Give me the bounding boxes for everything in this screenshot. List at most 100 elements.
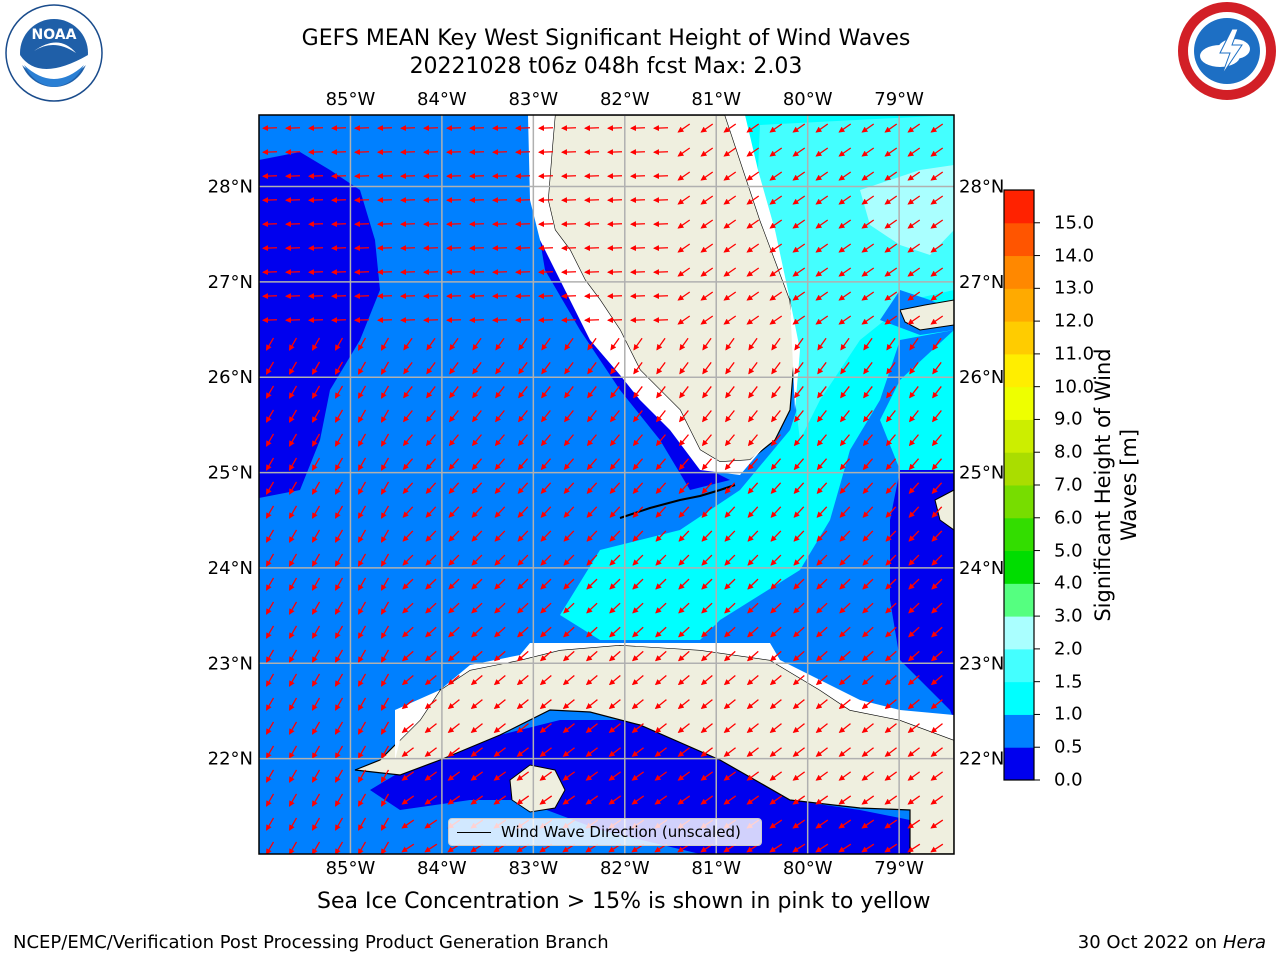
wind-wave-arrow [885, 506, 897, 518]
wind-wave-arrow [723, 147, 737, 157]
wind-wave-arrow [311, 793, 321, 807]
wind-wave-arrow [470, 771, 484, 781]
wind-wave-arrow [700, 674, 713, 686]
wind-wave-arrow [815, 147, 829, 157]
colorbar-tick-label: 6.0 [1054, 507, 1083, 529]
wind-wave-arrow [792, 747, 805, 757]
wind-wave-arrow [723, 171, 737, 181]
wind-wave-arrow [401, 795, 415, 805]
wind-wave-arrow [862, 602, 874, 614]
wind-wave-arrow [792, 650, 805, 662]
wind-wave-arrow [724, 602, 736, 614]
wind-wave-arrow [402, 506, 414, 518]
map-gridlines [259, 115, 954, 854]
colorbar-segment [1004, 485, 1034, 519]
wind-wave-arrow [311, 841, 321, 854]
wind-wave-arrow [265, 697, 275, 711]
wind-wave-arrow [334, 649, 344, 663]
wind-wave-arrow [702, 361, 712, 375]
wind-wave-arrow [493, 723, 506, 733]
lon-tick-top: 83°W [508, 89, 558, 110]
wind-wave-arrow [816, 506, 828, 518]
wind-wave-arrow [816, 434, 827, 447]
wind-wave-arrow [402, 626, 414, 638]
wind-wave-arrow [840, 386, 850, 399]
wind-wave-arrow [401, 843, 415, 853]
wind-wave-arrow [517, 626, 529, 638]
wind-wave-arrow [265, 745, 275, 759]
wind-wave-arrow [909, 386, 919, 399]
wind-wave-arrow [679, 361, 689, 375]
wind-wave-arrow [724, 554, 736, 566]
wind-wave-arrow [311, 337, 321, 351]
wind-wave-arrow [792, 819, 806, 829]
wind-wave-arrow [470, 674, 483, 686]
wind-wave-arrow [748, 410, 758, 423]
wind-wave-arrow [885, 482, 897, 494]
wind-wave-arrow [425, 554, 437, 566]
wind-wave-arrow [495, 337, 505, 351]
wind-wave-arrow [494, 482, 506, 494]
wind-wave-arrow [862, 626, 874, 638]
wind-wave-arrow [723, 315, 737, 325]
wind-wave-arrow [863, 337, 873, 351]
wind-wave-arrow [311, 625, 321, 639]
wind-wave-arrow [746, 219, 760, 229]
wind-wave-arrow [563, 602, 575, 614]
wind-wave-arrow [563, 530, 575, 542]
wind-wave-arrow [540, 554, 552, 566]
wind-wave-arrow [447, 650, 460, 662]
wind-wave-arrow [471, 530, 483, 542]
wind-wave-arrow [608, 650, 621, 662]
wind-wave-arrow [838, 771, 852, 781]
wind-wave-arrow [655, 626, 667, 638]
wind-wave-arrow [357, 481, 367, 495]
wind-wave-arrow [724, 506, 736, 518]
wind-wave-arrow [792, 843, 806, 853]
wind-wave-arrow [932, 386, 942, 399]
wind-wave-arrow [539, 650, 552, 662]
wind-wave-arrow [792, 219, 806, 229]
wind-wave-arrow [817, 337, 827, 351]
wind-wave-arrow [886, 386, 896, 399]
wind-wave-arrow [908, 434, 919, 447]
wind-wave-arrow [769, 747, 782, 757]
wind-wave-arrow [861, 747, 874, 757]
wind-wave-arrow [747, 626, 759, 638]
wind-wave-arrow [380, 769, 390, 783]
wind-wave-arrow [265, 673, 275, 687]
wind-wave-arrow [885, 458, 897, 471]
florida-coast-mask [528, 115, 770, 475]
wind-wave-arrow [449, 386, 459, 399]
wind-wave-arrow [815, 267, 829, 277]
wind-wave-arrow [817, 410, 827, 423]
lon-tick-top: 81°W [691, 89, 741, 110]
wind-wave-arrow [472, 337, 482, 351]
wind-wave-arrow [793, 482, 805, 494]
colorbar-tick-label: 3.0 [1054, 605, 1083, 627]
lat-tick-right: 28°N [959, 177, 1004, 198]
wind-wave-arrow [792, 723, 805, 733]
colorbar-segment [1004, 419, 1034, 453]
wind-wave-arrow [563, 506, 575, 518]
wind-wave-arrow [861, 315, 875, 325]
wind-wave-arrow [311, 361, 321, 375]
wind-wave-arrow [334, 625, 344, 639]
wind-wave-arrow [516, 723, 529, 733]
wind-wave-arrow [516, 699, 529, 710]
wind-wave-arrow [311, 481, 321, 495]
wind-wave-arrow [907, 147, 921, 157]
wind-wave-arrow [771, 410, 781, 423]
wind-wave-arrow [516, 650, 529, 662]
wind-wave-arrow [425, 458, 437, 471]
wind-wave-arrow [656, 386, 666, 399]
colorbar-segment [1004, 747, 1034, 781]
cuba-coast-mask [395, 643, 954, 760]
wind-wave-arrow [815, 291, 829, 301]
wind-wave-arrow [540, 482, 552, 494]
wind-wave-arrow [357, 769, 367, 783]
wind-wave-arrow [265, 409, 275, 423]
wind-wave-arrow [930, 147, 944, 157]
wind-wave-arrow [357, 505, 367, 519]
wind-wave-arrow [425, 578, 437, 590]
